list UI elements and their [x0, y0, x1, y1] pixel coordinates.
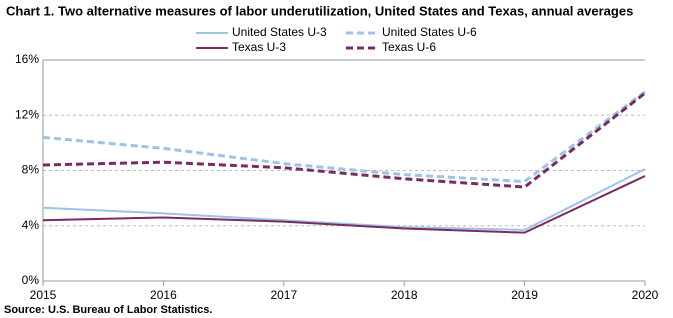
- y-tick-label: 12%: [15, 107, 39, 121]
- y-tick-label: 16%: [15, 52, 39, 66]
- y-tick-label: 8%: [22, 163, 40, 177]
- x-tick-label: 2017: [270, 288, 297, 302]
- x-tick-label: 2019: [511, 288, 538, 302]
- series-line: [42, 91, 646, 189]
- legend-label: Texas U-6: [382, 40, 436, 54]
- series-line: [42, 168, 646, 231]
- chart-title: Chart 1. Two alternative measures of lab…: [6, 3, 633, 18]
- legend-label: Texas U-3: [232, 40, 286, 54]
- y-tick-label: 4%: [22, 218, 40, 232]
- source-note: Source: U.S. Bureau of Labor Statistics.: [4, 304, 212, 316]
- series-line: [42, 175, 646, 234]
- x-tick-label: 2016: [150, 288, 177, 302]
- x-tick-label: 2018: [391, 288, 418, 302]
- legend-label: United States U-3: [232, 25, 327, 39]
- legend-label: United States U-6: [382, 25, 477, 39]
- series-line: [42, 90, 646, 184]
- x-tick-label: 2015: [30, 288, 57, 302]
- x-tick-label: 2020: [632, 288, 659, 302]
- y-tick-label: 0%: [22, 273, 40, 287]
